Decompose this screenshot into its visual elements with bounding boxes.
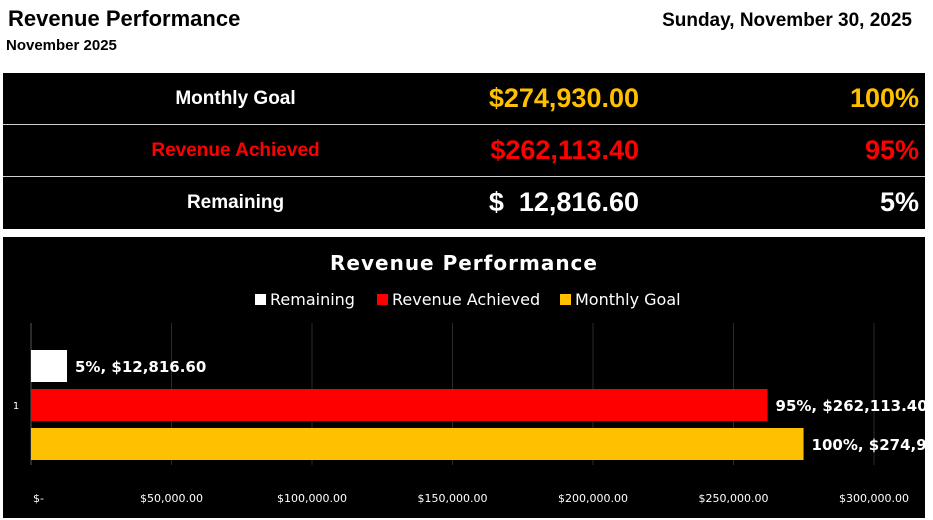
summary-table: Monthly Goal $274,930.00 100% Revenue Ac…	[3, 73, 925, 229]
legend-swatch	[560, 294, 571, 305]
summary-amount: $ 12,816.60	[488, 187, 639, 217]
x-tick-label: $100,000.00	[277, 492, 347, 505]
summary-row-revenue-achieved: Revenue Achieved $262,113.40 95%	[3, 125, 925, 177]
bar-revenue-achieved	[31, 389, 768, 421]
summary-label: Monthly Goal	[175, 88, 296, 109]
summary-amount: $262,113.40	[490, 135, 639, 165]
summary-row-remaining: Remaining $ 12,816.60 5%	[3, 177, 925, 228]
summary-percent: 100%	[849, 83, 919, 113]
chart-canvas: Revenue Performance Remaining Revenue Achi…	[13, 251, 925, 505]
x-tick-label: $200,000.00	[558, 492, 628, 505]
x-tick-label: $300,000.00	[839, 492, 909, 505]
x-tick-label: $150,000.00	[418, 492, 488, 505]
summary-label: Remaining	[186, 192, 285, 213]
summary-percent: 95%	[864, 135, 919, 165]
report-date: Sunday, November 30, 2025	[662, 10, 912, 31]
summary-amount: $274,930.00	[488, 83, 639, 113]
data-label: 100%, $274,930.00	[812, 436, 925, 454]
legend-label: Revenue Achieved	[392, 290, 540, 309]
summary-percent: 5%	[879, 187, 919, 217]
legend-swatch	[255, 294, 266, 305]
bar-monthly-goal	[31, 428, 804, 460]
legend-label: Monthly Goal	[575, 290, 681, 309]
revenue-chart: Revenue Performance Remaining Revenue Achi…	[3, 237, 925, 518]
x-tick-label: $50,000.00	[140, 492, 203, 505]
legend-swatch	[377, 294, 388, 305]
bar-remaining	[31, 350, 68, 382]
data-label: 95%, $262,113.40	[776, 397, 925, 415]
summary-row-monthly-goal: Monthly Goal $274,930.00 100%	[3, 73, 925, 125]
legend-label: Remaining	[270, 290, 355, 309]
report-subtitle: November 2025	[6, 37, 117, 54]
y-category-label: 1	[13, 401, 19, 412]
data-label: 5%, $12,816.60	[75, 358, 206, 376]
chart-title: Revenue Performance	[330, 251, 598, 275]
report-title: Revenue Performance	[8, 6, 241, 31]
x-tick-label: $250,000.00	[699, 492, 769, 505]
summary-label: Revenue Achieved	[151, 140, 320, 161]
x-tick-label: $-	[33, 492, 44, 505]
